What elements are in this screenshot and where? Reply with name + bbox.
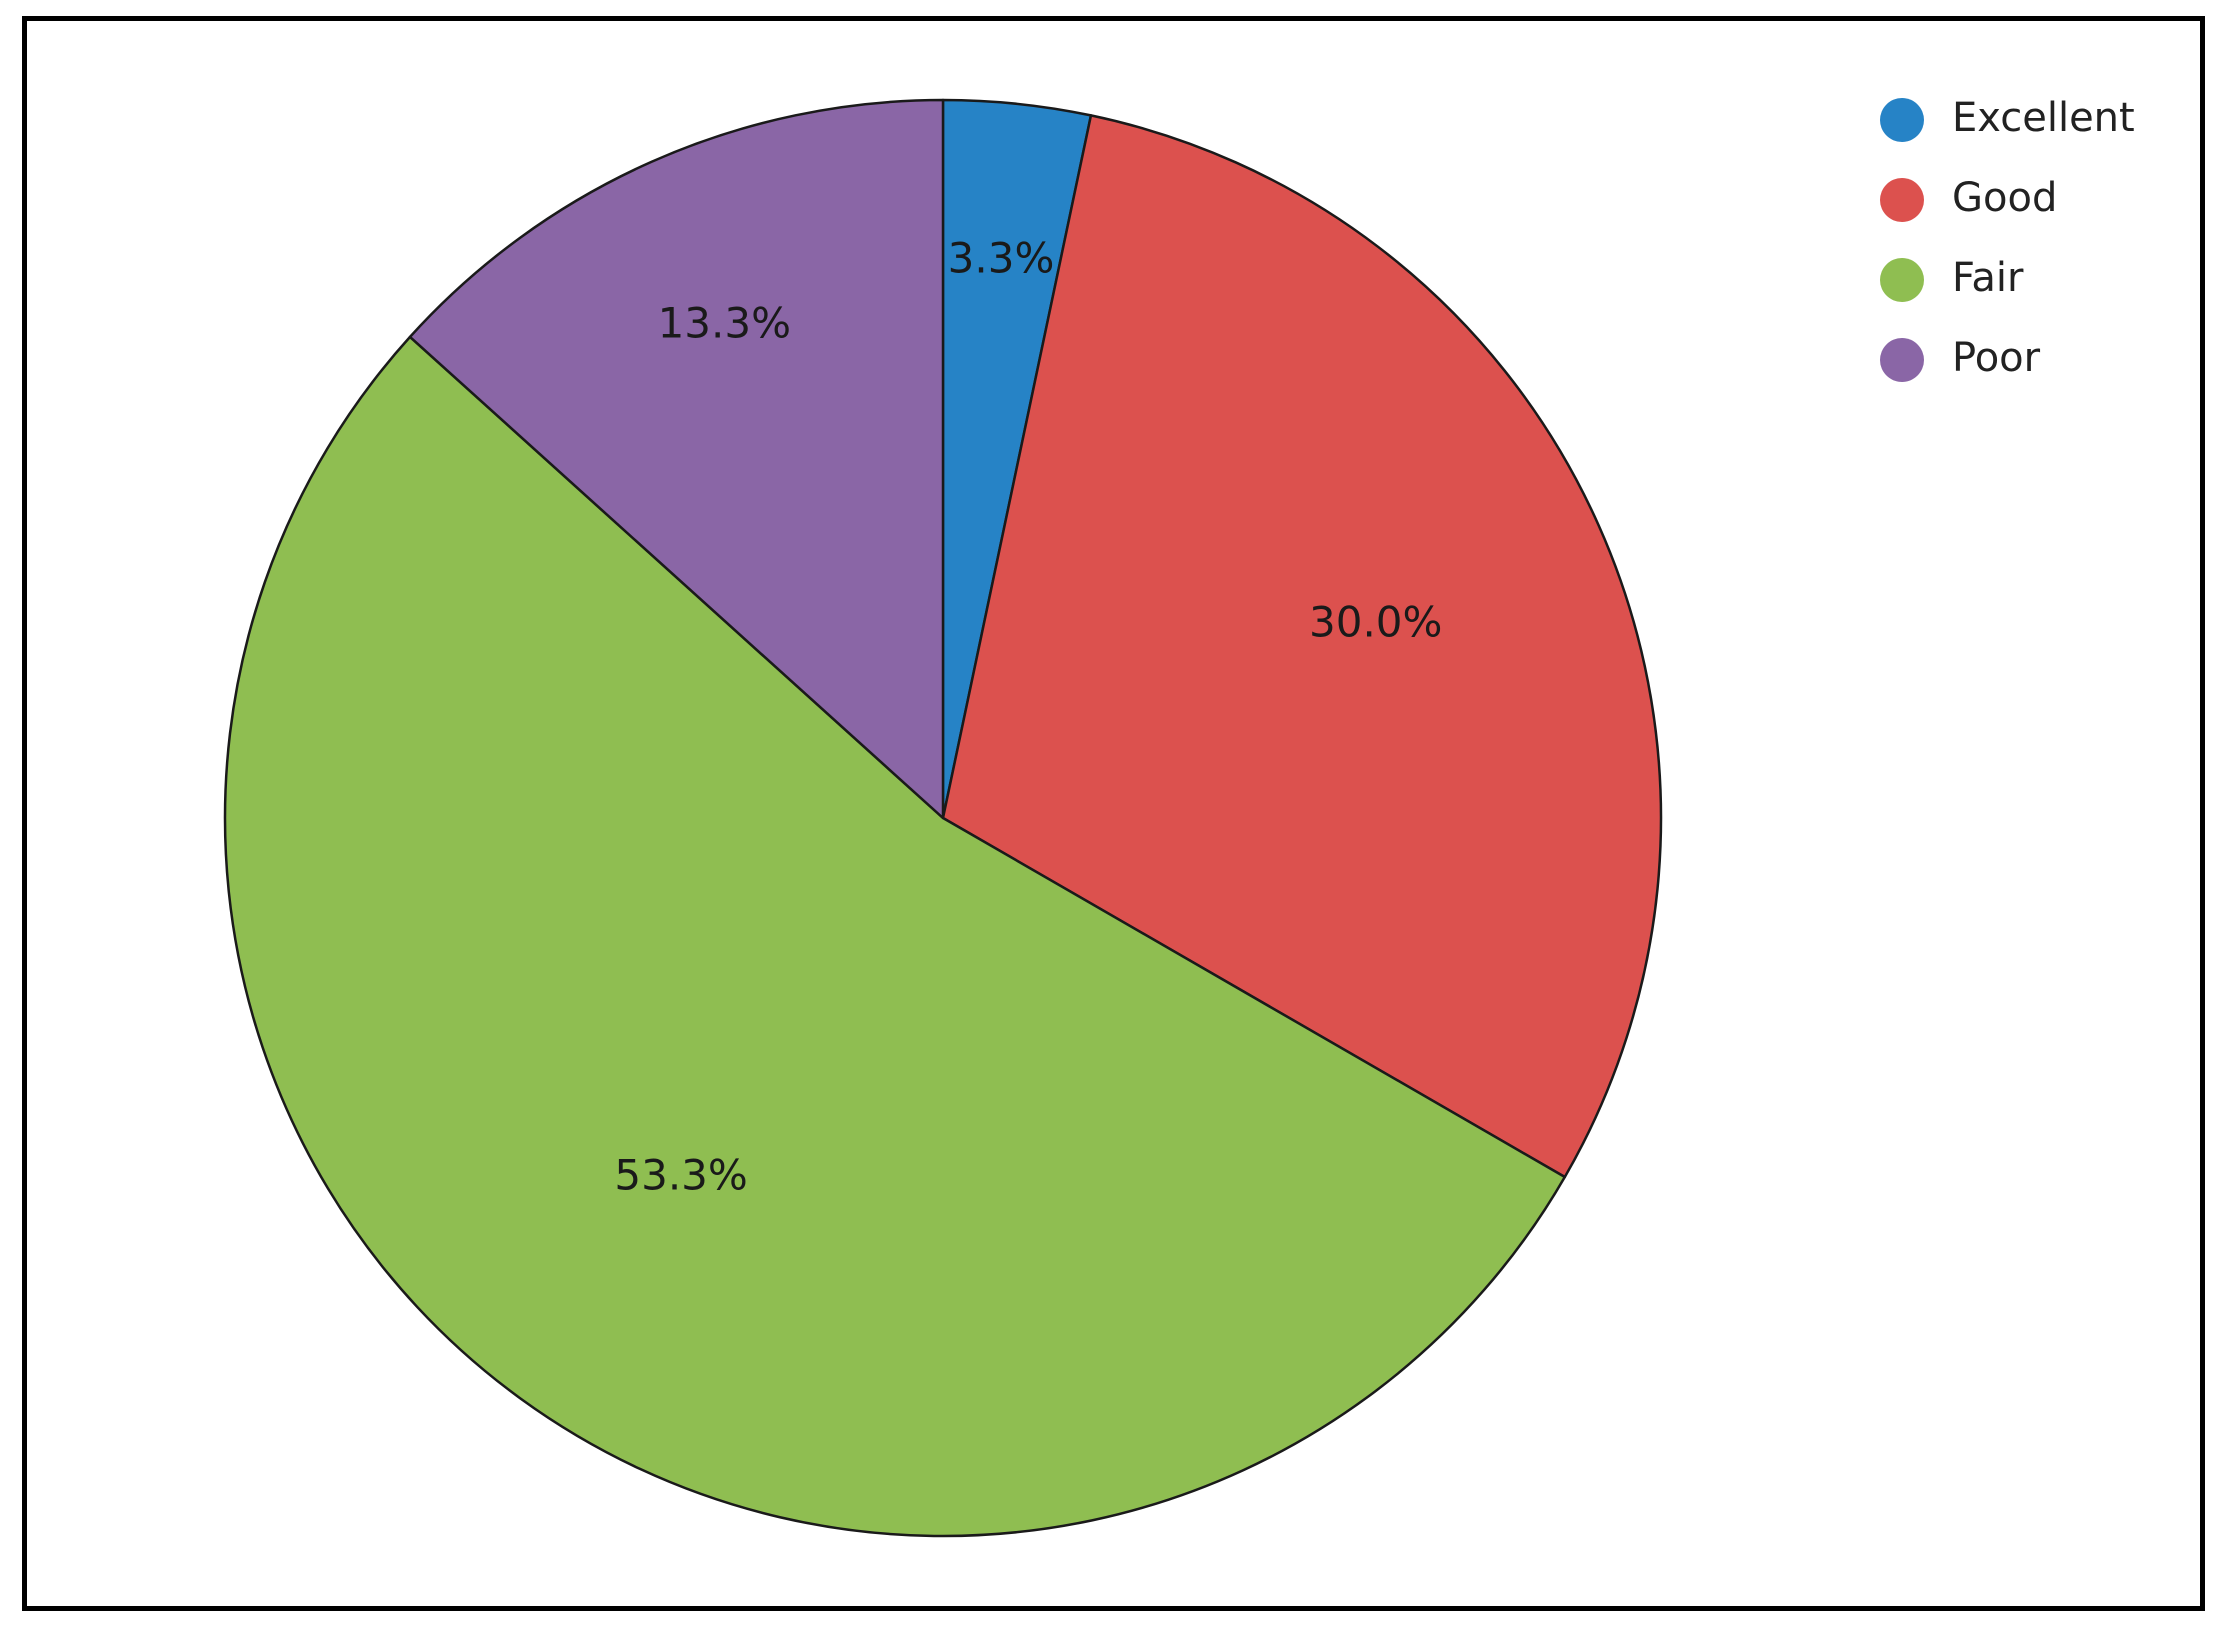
pie-slice-poor [408, 98, 945, 820]
legend-label-fair: Fair [1952, 255, 2024, 301]
legend-marker-good [1880, 178, 1924, 222]
pie-slices [223, 98, 1663, 1538]
pie-slice-fair [223, 335, 1567, 1538]
legend-marker-poor [1880, 338, 1924, 382]
legend-label-poor: Poor [1952, 335, 2041, 381]
slice-label-good: 30.0% [1309, 597, 1442, 646]
legend-marker-fair [1880, 258, 1924, 302]
legend: Excellent Good Fair Poor [1880, 95, 2135, 382]
slice-label-fair: 53.3% [614, 1150, 747, 1199]
slice-label-excellent: 3.3% [948, 233, 1055, 282]
pie-slice-good [941, 114, 1663, 1179]
legend-marker-excellent [1880, 98, 1924, 142]
legend-label-excellent: Excellent [1952, 95, 2135, 141]
legend-label-good: Good [1952, 175, 2057, 221]
slice-labels: 3.3% 30.0% 53.3% 13.3% [614, 233, 1442, 1199]
slice-label-poor: 13.3% [658, 298, 791, 347]
